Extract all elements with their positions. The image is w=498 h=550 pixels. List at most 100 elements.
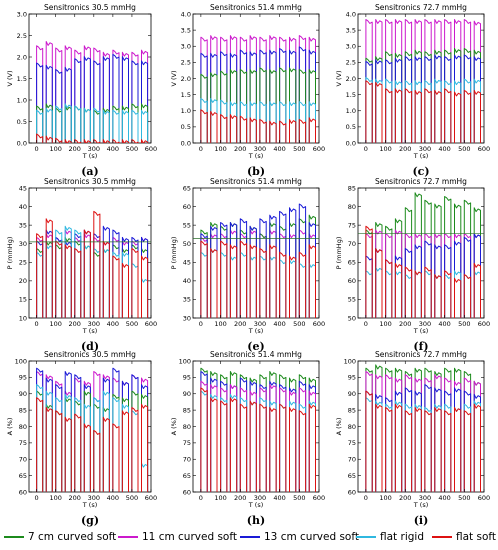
panel-h: Sensitronics 51.4 mmHg 0 100 200 300 400 500 60… (170, 350, 325, 527)
legend-item-13cm: 13 cm curved soft (240, 531, 359, 543)
series-line-11-cm-curved-soft (365, 371, 481, 492)
x-tick-label: 300 (88, 320, 100, 328)
y-axis-label: P (mmHg) (170, 237, 178, 270)
y-tick-label: 80 (348, 423, 356, 431)
x-tick-label: 200 (234, 145, 246, 153)
panel-c: Sensitronics 72.7 mmHg 0 100 200 300 400 500 60… (335, 3, 490, 178)
y-tick-label: 80 (183, 423, 191, 431)
x-axis-label: T (s) (248, 152, 264, 160)
x-tick-label: 100 (49, 145, 61, 153)
y-tick-label: 85 (348, 184, 356, 192)
x-tick-label: 600 (478, 320, 490, 328)
y-tick-label: 80 (348, 203, 356, 211)
x-tick-label: 400 (438, 494, 450, 502)
x-tick-label: 600 (478, 145, 490, 153)
x-tick-label: 400 (438, 320, 450, 328)
y-tick-label: 60 (348, 488, 356, 496)
x-tick-label: 100 (379, 145, 391, 153)
y-tick-label: 70 (348, 456, 356, 464)
x-tick-label: 400 (107, 145, 119, 153)
series-line-flat-soft (200, 240, 316, 318)
x-tick-label: 200 (234, 494, 246, 502)
panel-label: (h) (247, 514, 265, 527)
y-tick-label: 4.0 (181, 10, 191, 18)
x-axis-label: T (s) (413, 501, 429, 509)
x-tick-label: 300 (88, 145, 100, 153)
x-tick-label: 0 (364, 494, 368, 502)
x-tick-label: 500 (293, 145, 305, 153)
y-tick-label: 1.5 (346, 91, 356, 99)
y-tick-label: 65 (19, 472, 27, 480)
y-tick-label: 40 (19, 203, 27, 211)
series-line-flat-rigid (365, 77, 481, 143)
y-tick-label: 60 (183, 203, 191, 211)
x-tick-label: 300 (419, 494, 431, 502)
x-tick-label: 200 (399, 494, 411, 502)
panel-g: Sensitronics 30.5 mmHg 0 100 200 300 400 500 60… (6, 350, 157, 527)
legend-swatch-13cm (240, 536, 260, 538)
y-tick-label: 3.0 (17, 10, 27, 18)
panel-e: Sensitronics 51.4 mmHg 0 100 200 300 400 500 60… (170, 177, 325, 353)
x-axis-label: T (s) (82, 327, 98, 335)
series-group (36, 367, 149, 492)
y-axis-label: A (%) (6, 418, 14, 436)
series-line-flat-soft (200, 109, 316, 143)
x-tick-label: 0 (35, 145, 39, 153)
y-tick-label: 30 (19, 240, 27, 248)
y-tick-label: 75 (348, 439, 356, 447)
y-tick-label: 2.5 (346, 59, 356, 67)
y-tick-label: 0.0 (17, 139, 27, 147)
y-tick-label: 50 (348, 314, 356, 322)
series-line-7-cm-curved-soft (365, 48, 481, 143)
x-tick-label: 400 (107, 494, 119, 502)
y-tick-label: 45 (19, 184, 27, 192)
y-tick-label: 2.0 (346, 75, 356, 83)
y-tick-label: 65 (348, 472, 356, 480)
y-tick-label: 90 (183, 390, 191, 398)
legend-label-7cm: 7 cm curved soft (28, 531, 117, 543)
panel-title: Sensitronics 51.4 mmHg (210, 177, 302, 186)
panel-label: (f) (413, 340, 428, 353)
panel-title: Sensitronics 72.7 mmHg (375, 177, 467, 186)
x-tick-label: 300 (419, 320, 431, 328)
x-tick-label: 400 (273, 494, 285, 502)
y-axis-label: P (mmHg) (335, 237, 343, 270)
y-tick-label: 55 (348, 296, 356, 304)
legend-swatch-7cm (4, 536, 24, 538)
x-tick-label: 0 (199, 145, 203, 153)
panel-i: Sensitronics 72.7 mmHg 0 100 200 300 400 500 60… (335, 350, 490, 527)
y-axis-label: V (V) (6, 70, 14, 86)
x-tick-label: 200 (399, 145, 411, 153)
y-tick-label: 75 (348, 221, 356, 229)
series-line-7-cm-curved-soft (365, 364, 481, 492)
panel-label: (g) (81, 514, 99, 527)
series-line-11-cm-curved-soft (200, 380, 316, 492)
y-tick-label: 60 (348, 277, 356, 285)
legend-item-flat-rigid: flat rigid (356, 531, 424, 543)
y-tick-label: 3.0 (181, 43, 191, 51)
x-tick-label: 600 (478, 494, 490, 502)
x-tick-label: 200 (69, 145, 81, 153)
x-tick-label: 0 (364, 320, 368, 328)
legend-swatch-flat-rigid (356, 536, 376, 538)
series-line-flat-rigid (36, 225, 149, 318)
y-tick-label: 65 (348, 259, 356, 267)
panel-label: (a) (81, 165, 99, 178)
panel-label: (i) (414, 514, 429, 527)
series-line-flat-soft (200, 387, 316, 492)
legend-label-13cm: 13 cm curved soft (264, 531, 359, 543)
series-line-7-cm-curved-soft (200, 67, 316, 143)
y-axis-label: A (%) (170, 418, 178, 436)
legend-swatch-flat-soft (432, 536, 452, 538)
y-tick-label: 75 (183, 439, 191, 447)
x-tick-label: 100 (379, 320, 391, 328)
panel-title: Sensitronics 72.7 mmHg (375, 350, 467, 359)
y-axis-label: V (V) (170, 70, 178, 86)
series-group (365, 19, 481, 143)
y-tick-label: 1.0 (181, 107, 191, 115)
series-line-flat-soft (365, 225, 481, 318)
x-tick-label: 600 (313, 494, 325, 502)
y-tick-label: 85 (348, 406, 356, 414)
x-tick-label: 500 (126, 494, 138, 502)
series-line-7-cm-curved-soft (200, 367, 316, 492)
